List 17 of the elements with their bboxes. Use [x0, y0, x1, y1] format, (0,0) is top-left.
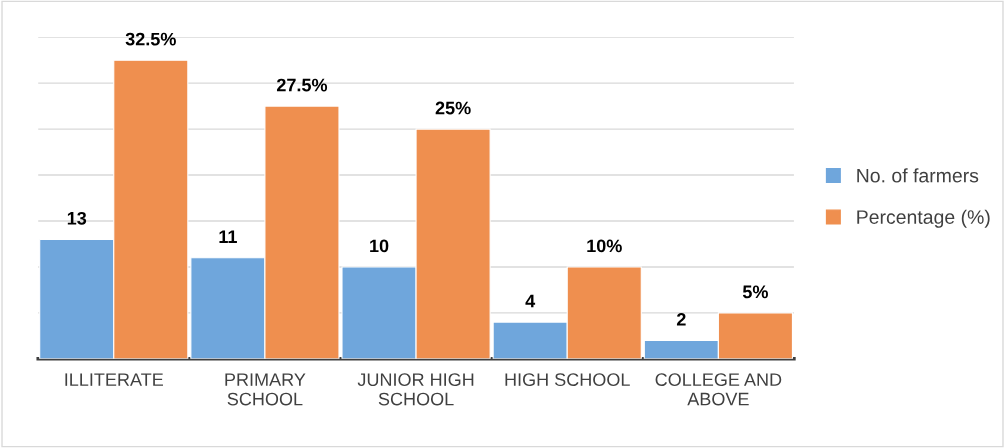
data-label: 4: [525, 294, 536, 308]
x-tick-label: ILLITERATE: [65, 373, 163, 386]
data-label: 5%: [742, 285, 768, 299]
data-label: 10: [370, 239, 389, 253]
data-label: 13: [67, 211, 87, 225]
x-tick-label: JUNIOR HIGH SCHOOL: [357, 373, 474, 406]
x-tick-label: PRIMARY SCHOOL: [225, 373, 306, 406]
data-label: 2: [676, 313, 686, 326]
legend-label: No. of farmers: [857, 168, 979, 183]
data-label: 25%: [435, 101, 471, 115]
data-label: 10%: [587, 239, 622, 253]
data-label: 32.5%: [125, 32, 176, 46]
x-tick-label: COLLEGE AND ABOVE: [655, 373, 782, 406]
data-label: 11: [219, 230, 237, 243]
data-label: 27.5%: [276, 78, 328, 92]
legend-label: Percentage (%): [857, 209, 990, 228]
x-tick-label: HIGH SCHOOL: [505, 373, 630, 386]
